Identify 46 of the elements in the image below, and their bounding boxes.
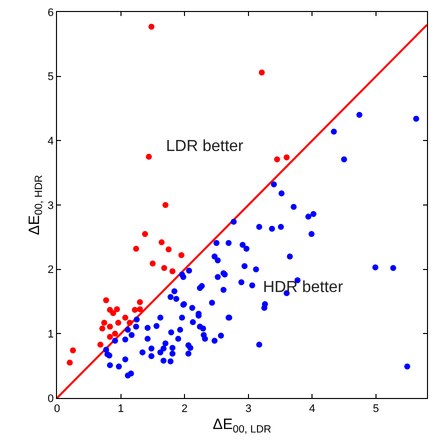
y-tick-label: 2	[48, 264, 54, 276]
point	[136, 306, 143, 312]
point	[169, 268, 176, 274]
annotation: HDR better	[263, 279, 344, 296]
y-tick-label: 1	[48, 328, 54, 341]
y-tick-label: 4	[48, 136, 54, 148]
point	[101, 320, 108, 326]
point	[136, 299, 143, 306]
point	[99, 326, 106, 332]
x-tick-label: 5	[372, 403, 380, 416]
point	[112, 330, 118, 337]
point	[106, 334, 113, 340]
y-tick-label: 5	[48, 71, 54, 84]
point	[66, 360, 73, 366]
x-tick-label: 2	[182, 403, 188, 416]
point	[126, 320, 133, 326]
point	[274, 156, 280, 162]
point	[148, 24, 154, 30]
x-axis-title: ΔE$_{00, LDR}$	[212, 416, 272, 436]
y-tick-label: 3	[48, 200, 54, 212]
x-tick-label: 4	[309, 403, 316, 416]
point	[122, 314, 128, 321]
point	[258, 69, 265, 76]
point	[110, 310, 116, 316]
point	[146, 154, 152, 160]
x-tick-label: 1	[118, 403, 124, 416]
point	[178, 252, 184, 258]
point	[103, 297, 110, 304]
point	[97, 342, 104, 348]
x-tick-label: 3	[245, 403, 252, 416]
point	[132, 306, 138, 313]
annotation: LDR better	[166, 138, 244, 155]
point	[115, 320, 122, 326]
point	[70, 347, 76, 354]
point	[162, 202, 168, 208]
point	[133, 246, 140, 252]
point	[166, 246, 172, 252]
point	[284, 154, 290, 160]
y-tick-label: 0	[48, 392, 54, 405]
point	[158, 239, 165, 246]
point	[114, 306, 120, 312]
point	[142, 230, 148, 237]
y-tick-label: 6	[48, 6, 54, 19]
point	[106, 324, 113, 330]
point	[161, 265, 168, 272]
point	[150, 260, 156, 267]
